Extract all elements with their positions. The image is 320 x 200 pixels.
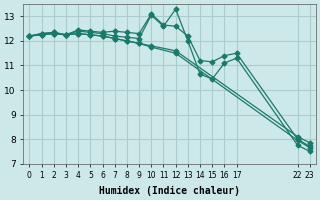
X-axis label: Humidex (Indice chaleur): Humidex (Indice chaleur) xyxy=(99,186,240,196)
